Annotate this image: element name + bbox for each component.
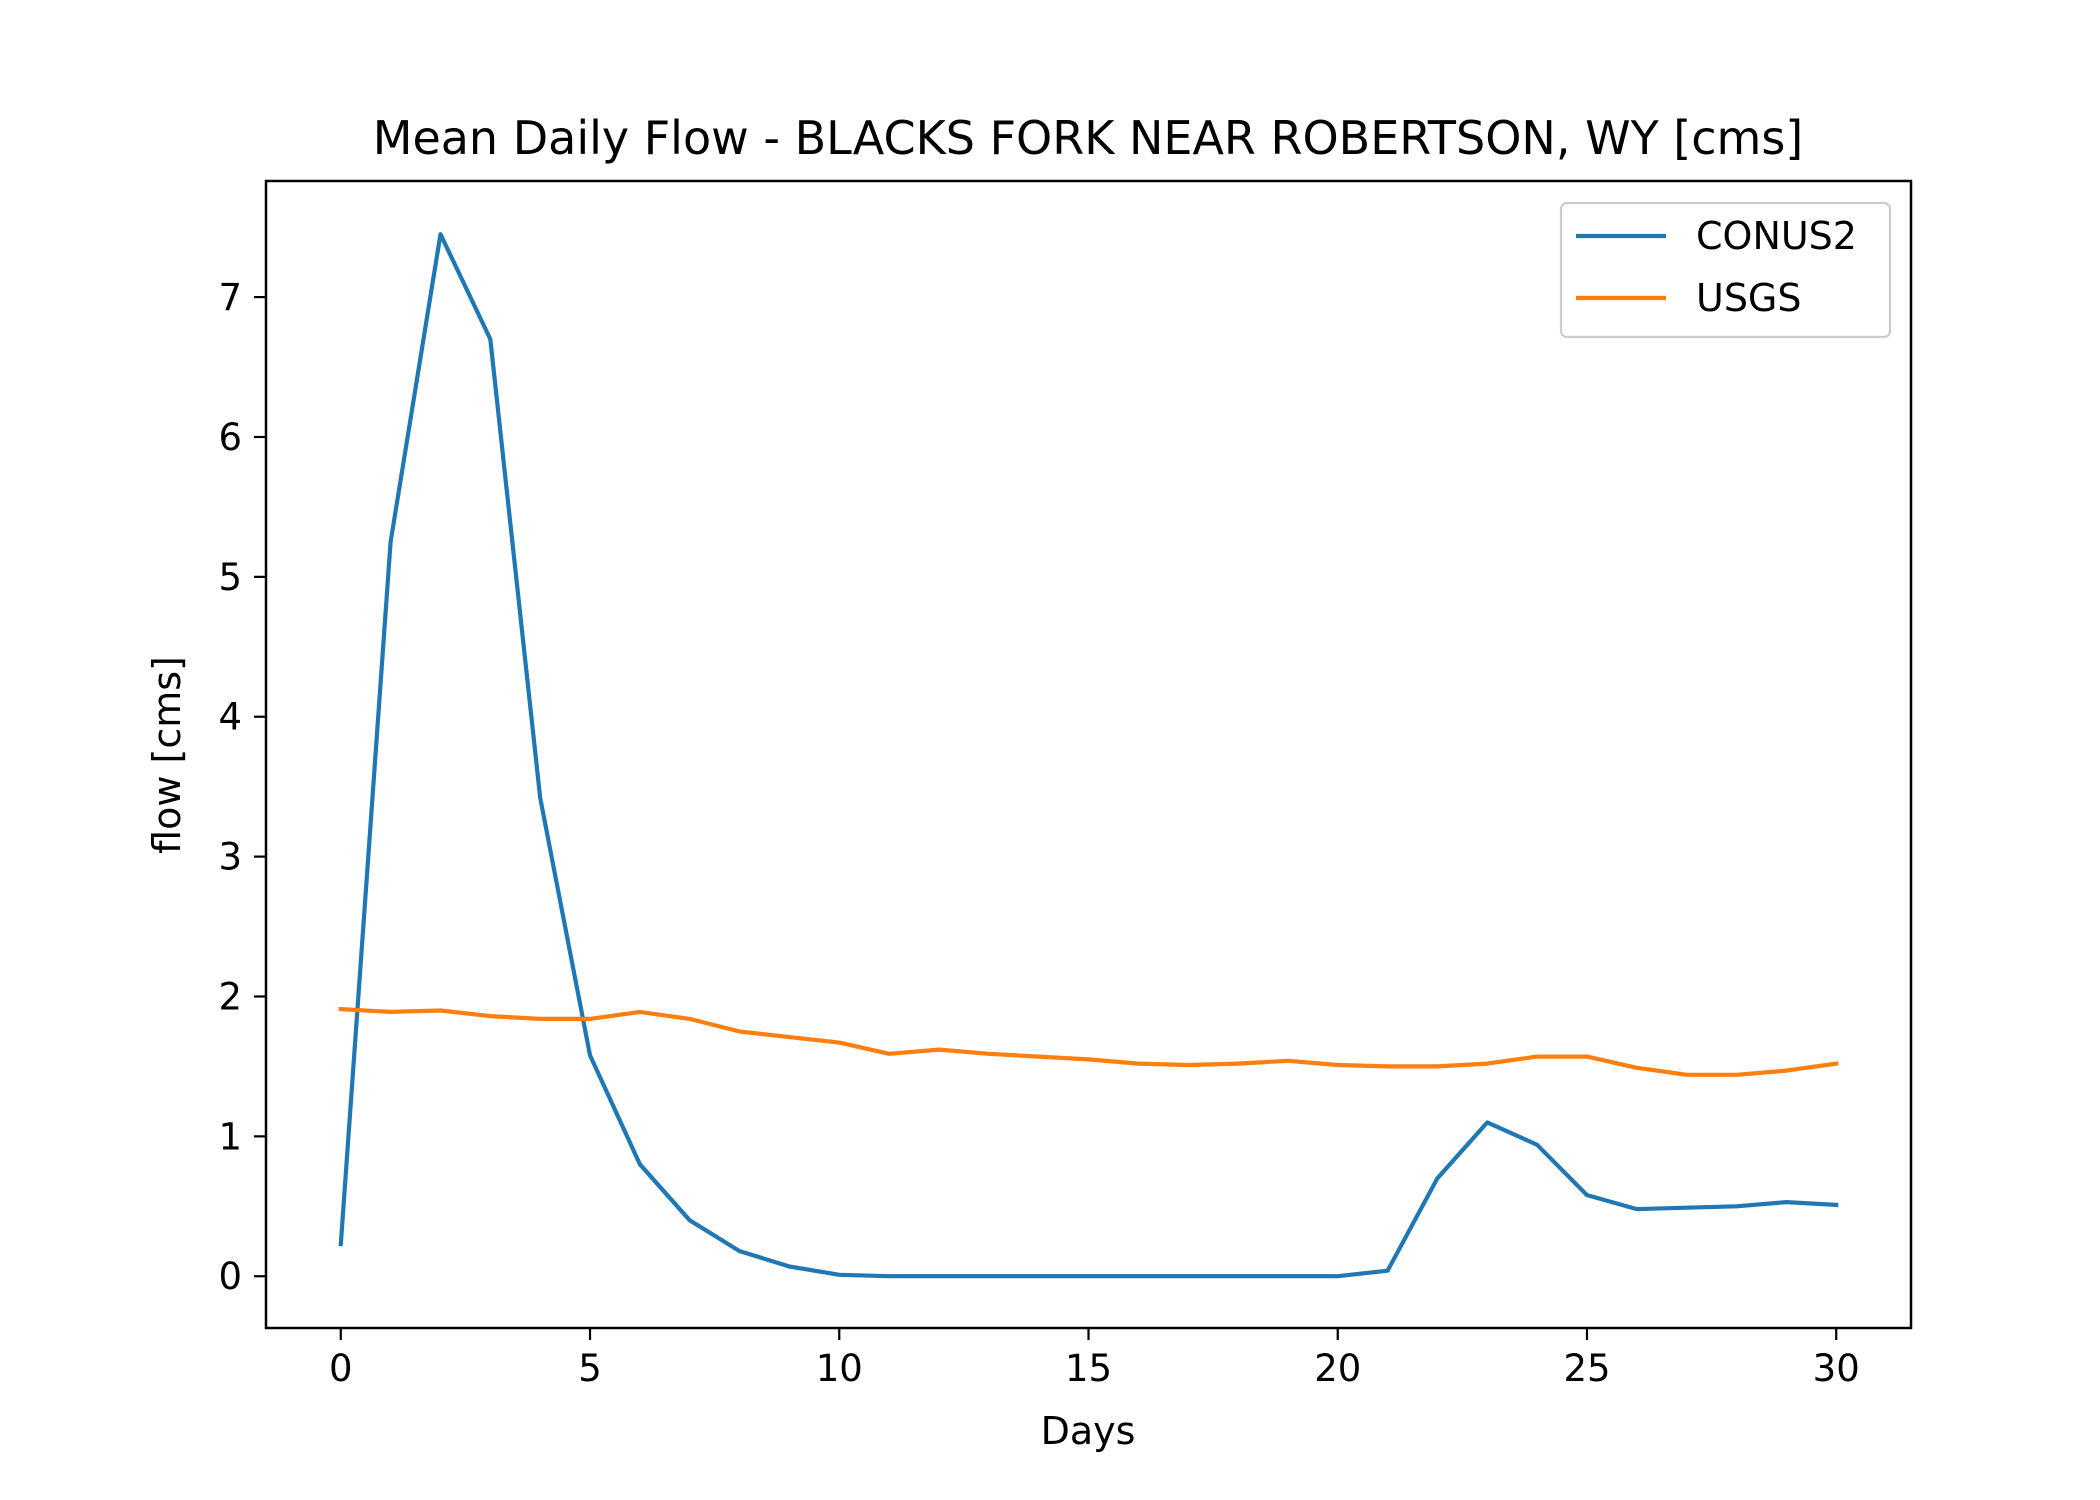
x-tick-label: 0 xyxy=(329,1347,353,1390)
legend: CONUS2 USGS xyxy=(1559,201,1892,339)
y-tick-label: 2 xyxy=(218,975,242,1018)
y-tick-label: 4 xyxy=(218,696,242,739)
x-axis: 0 5 10 15 20 25 30 xyxy=(329,1328,1860,1390)
legend-label-conus2: CONUS2 xyxy=(1696,214,1857,258)
plot-lines xyxy=(338,232,1839,1279)
x-tick-label: 5 xyxy=(578,1347,602,1390)
x-tick-label: 20 xyxy=(1314,1347,1361,1390)
series-line-conus2 xyxy=(338,232,1839,1279)
series-line-usgs xyxy=(338,1006,1839,1077)
legend-label-usgs: USGS xyxy=(1696,276,1802,320)
y-tick-label: 3 xyxy=(218,836,242,879)
x-tick-label: 30 xyxy=(1813,1347,1860,1390)
y-tick-label: 5 xyxy=(218,556,242,599)
y-tick-label: 0 xyxy=(218,1255,242,1298)
y-tick-label: 1 xyxy=(218,1115,242,1158)
x-axis-label: Days xyxy=(1041,1409,1136,1453)
x-tick-label: 25 xyxy=(1563,1347,1610,1390)
x-tick-label: 10 xyxy=(816,1347,863,1390)
x-tick-label: 15 xyxy=(1065,1347,1112,1390)
y-tick-label: 7 xyxy=(218,276,242,319)
y-axis-label: flow [cms] xyxy=(145,656,189,854)
chart-title: Mean Daily Flow - BLACKS FORK NEAR ROBER… xyxy=(373,111,1804,165)
y-axis: 0 1 2 3 4 5 6 7 xyxy=(218,276,266,1298)
y-tick-label: 6 xyxy=(218,416,242,459)
